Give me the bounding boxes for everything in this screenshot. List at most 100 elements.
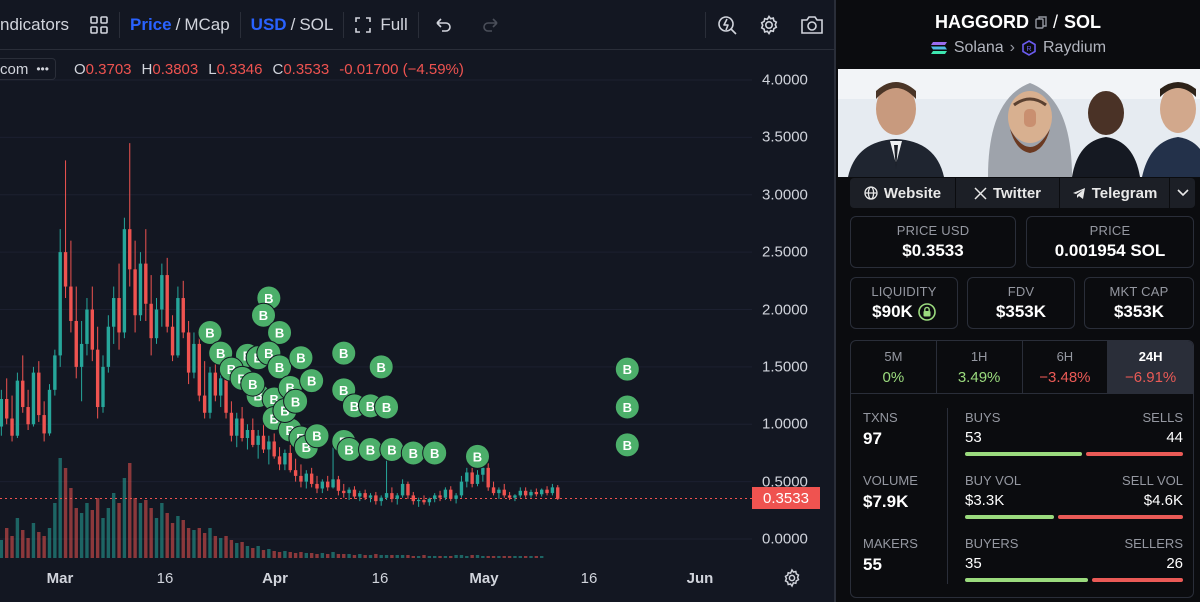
- buy-marker[interactable]: B: [422, 440, 448, 466]
- dex-name[interactable]: Raydium: [1043, 39, 1107, 56]
- makers-value: 55: [863, 555, 882, 574]
- buy-marker[interactable]: B: [368, 354, 394, 380]
- volume-stat: VOLUME $7.9K: [863, 473, 918, 512]
- candle-body: [304, 473, 308, 482]
- twitter-button[interactable]: Twitter: [956, 178, 1060, 208]
- tab-5m[interactable]: 5M 0%: [851, 341, 937, 393]
- buy-marker[interactable]: B: [614, 394, 640, 420]
- telegram-button[interactable]: Telegram: [1060, 178, 1170, 208]
- buy-marker[interactable]: B: [288, 345, 314, 371]
- toggle-separator: /: [290, 14, 296, 34]
- volume-bar: [309, 553, 314, 558]
- candle-body: [256, 435, 260, 445]
- price-chart[interactable]: BBBBBBBBBBBBBBBBBBBBBBBBBBBBBBBBBBBBBBBB: [0, 0, 752, 560]
- more-links-button[interactable]: [1170, 178, 1195, 208]
- candle-body: [197, 343, 201, 396]
- copy-icon[interactable]: [1035, 15, 1047, 30]
- buys-bar-fill: [965, 452, 1082, 456]
- buy-marker[interactable]: B: [614, 356, 640, 382]
- volume-bar: [331, 552, 335, 558]
- buy-marker[interactable]: B: [240, 371, 266, 397]
- volume-bar: [513, 556, 517, 558]
- buy-marker[interactable]: B: [358, 436, 383, 462]
- candle-body: [395, 495, 399, 499]
- buy-marker[interactable]: B: [251, 302, 276, 328]
- stats-divider: [947, 408, 948, 584]
- quick-search-button[interactable]: [706, 0, 748, 49]
- indicators-button[interactable]: ndicators: [0, 0, 79, 49]
- more-dots-icon[interactable]: •••: [36, 62, 49, 76]
- symbol-name: com: [0, 60, 29, 78]
- twitter-label: Twitter: [992, 184, 1042, 202]
- buy-marker[interactable]: B: [304, 423, 330, 449]
- candle-body: [37, 372, 41, 416]
- sol-option[interactable]: SOL: [299, 14, 334, 34]
- buy-marker-circle: [288, 345, 314, 371]
- buy-marker[interactable]: B: [267, 354, 293, 380]
- axis-settings-icon[interactable]: [782, 568, 802, 588]
- symbol-chip[interactable]: com •••: [0, 58, 56, 80]
- tab-1h[interactable]: 1H 3.49%: [937, 341, 1023, 393]
- buy-marker-label: B: [264, 291, 273, 306]
- tab-6h[interactable]: 6H −3.48%: [1023, 341, 1109, 393]
- candle-body: [69, 286, 73, 321]
- volume-bar: [277, 552, 282, 558]
- lock-icon[interactable]: [918, 303, 936, 321]
- buy-marker-label: B: [409, 446, 418, 461]
- tab-24h[interactable]: 24H −6.91%: [1108, 341, 1193, 393]
- chain-name[interactable]: Solana: [953, 39, 1004, 56]
- price-mcap-toggle[interactable]: Price / MCap: [120, 0, 240, 49]
- volume-bar: [251, 548, 255, 558]
- usd-option[interactable]: USD: [250, 14, 287, 34]
- website-button[interactable]: Website: [850, 178, 956, 208]
- candle-body: [433, 495, 437, 499]
- buy-marker[interactable]: B: [614, 432, 640, 458]
- buy-marker-label: B: [366, 399, 375, 414]
- volume-bar: [0, 540, 4, 558]
- candle-body: [336, 479, 341, 491]
- time-axis[interactable]: Mar 16 Apr 16 May 16 Jun: [0, 560, 834, 602]
- buy-marker-circle: [283, 388, 309, 414]
- settings-button[interactable]: [748, 0, 790, 49]
- buy-marker[interactable]: B: [374, 394, 400, 420]
- screenshot-button[interactable]: [790, 0, 834, 49]
- redo-button[interactable]: [467, 0, 515, 49]
- sells-bar-fill: [1085, 452, 1183, 456]
- buy-marker[interactable]: B: [400, 440, 426, 466]
- currency-toggle[interactable]: USD / SOL: [241, 0, 344, 49]
- buy-marker[interactable]: B: [283, 388, 309, 414]
- buy-marker[interactable]: B: [299, 368, 325, 394]
- buy-marker[interactable]: B: [331, 340, 357, 366]
- candle-body: [309, 473, 314, 484]
- fullscreen-button[interactable]: Full: [344, 0, 417, 49]
- candle-body: [491, 487, 496, 494]
- fullscreen-icon: [355, 16, 372, 33]
- buy-marker-label: B: [248, 377, 257, 392]
- price-axis[interactable]: 4.0000 3.5000 3.0000 2.5000 2.0000 1.500…: [752, 50, 834, 560]
- chevron-down-icon: [1176, 189, 1189, 197]
- volume-bar: [459, 555, 464, 558]
- volume-bar: [224, 536, 228, 558]
- buy-marker[interactable]: B: [379, 436, 405, 462]
- layout-grid-button[interactable]: [79, 0, 119, 49]
- candle-body: [112, 298, 116, 327]
- candle-body: [208, 372, 212, 413]
- timeframe-change: 3.49%: [957, 369, 1001, 386]
- candle-body: [10, 418, 14, 436]
- candle-body: [411, 495, 415, 502]
- price-tick: 2.0000: [762, 301, 808, 318]
- volume-bar: [176, 516, 180, 558]
- buy-marker-label: B: [286, 423, 295, 438]
- volume-bar: [154, 518, 159, 558]
- volume-bar: [170, 523, 175, 558]
- buy-marker[interactable]: B: [197, 319, 223, 345]
- buy-marker[interactable]: B: [336, 436, 362, 462]
- buy-marker[interactable]: B: [465, 443, 490, 469]
- volume-bar: [283, 551, 287, 558]
- price-option[interactable]: Price: [129, 14, 172, 34]
- buy-marker-label: B: [312, 429, 321, 444]
- undo-button[interactable]: [419, 0, 467, 49]
- buy-marker[interactable]: B: [267, 319, 293, 345]
- volume-bar: [149, 508, 153, 558]
- mcap-option[interactable]: MCap: [184, 14, 230, 34]
